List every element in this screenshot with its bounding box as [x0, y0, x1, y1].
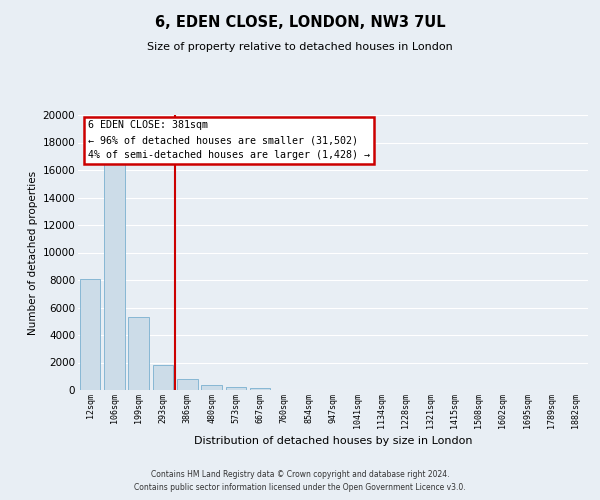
Bar [250, 388, 271, 390]
Text: Contains HM Land Registry data © Crown copyright and database right 2024.
Contai: Contains HM Land Registry data © Crown c… [134, 470, 466, 492]
Text: 6 EDEN CLOSE: 381sqm
← 96% of detached houses are smaller (31,502)
4% of semi-de: 6 EDEN CLOSE: 381sqm ← 96% of detached h… [88, 120, 370, 160]
Y-axis label: Number of detached properties: Number of detached properties [28, 170, 38, 334]
Bar [80, 278, 100, 390]
Text: 6, EDEN CLOSE, LONDON, NW3 7UL: 6, EDEN CLOSE, LONDON, NW3 7UL [155, 15, 445, 30]
Bar [128, 317, 149, 390]
Text: Size of property relative to detached houses in London: Size of property relative to detached ho… [147, 42, 453, 52]
Bar [152, 364, 173, 390]
Bar [104, 162, 125, 390]
Bar [201, 385, 222, 390]
Bar [177, 379, 197, 390]
Bar [226, 386, 246, 390]
X-axis label: Distribution of detached houses by size in London: Distribution of detached houses by size … [194, 436, 472, 446]
